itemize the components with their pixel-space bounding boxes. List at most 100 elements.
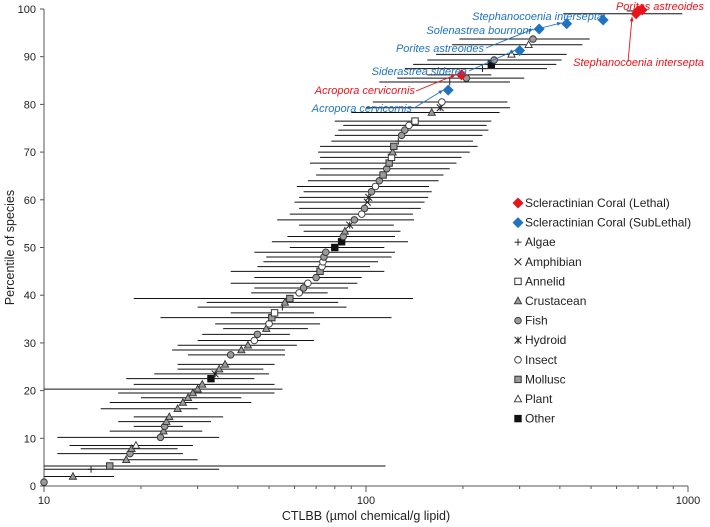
- species-point: [183, 393, 193, 402]
- marker-shape: [131, 440, 141, 449]
- y-axis-title: Percentile of species: [3, 190, 17, 305]
- coral-sublethal-point: [561, 18, 573, 30]
- legend-label: Plant: [525, 392, 553, 406]
- marker-shape: [405, 121, 413, 130]
- coral-label-arrowhead: [528, 28, 534, 33]
- species-point: [363, 198, 372, 206]
- marker-shape: [514, 316, 522, 325]
- species-point: [295, 289, 303, 297]
- coral-label-arrowhead: [509, 50, 515, 55]
- x-axis-title: CTLBB (µmol chemical/g lipid): [282, 509, 450, 523]
- species-point: [131, 440, 141, 449]
- species-point: [214, 364, 224, 373]
- species-point: [397, 131, 406, 140]
- marker-shape: [159, 426, 168, 435]
- legend-marker: [514, 258, 522, 266]
- coral-label-arrowhead: [450, 74, 456, 79]
- legend-marker: [513, 394, 523, 403]
- coral-label-arrow: [468, 50, 515, 72]
- coral-label-arrow: [532, 22, 562, 31]
- species-point: [173, 403, 182, 412]
- species-point: [188, 388, 198, 397]
- species-point: [360, 204, 369, 213]
- coral-lethal-point: [636, 4, 648, 16]
- marker-shape: [220, 359, 230, 368]
- species-point: [106, 462, 114, 470]
- marker-shape: [236, 345, 246, 354]
- coral-label: Porites astreoides: [396, 43, 485, 55]
- species-point: [479, 65, 486, 73]
- coral-lethal-point: [456, 69, 468, 81]
- marker-shape: [375, 176, 384, 185]
- species-point: [40, 478, 48, 486]
- x-tick-label: 100: [357, 495, 375, 507]
- species-point: [220, 359, 230, 368]
- coral-label-arrowhead: [438, 90, 444, 95]
- species-point: [197, 379, 207, 388]
- marker-shape: [322, 248, 330, 257]
- species-point: [261, 323, 271, 332]
- coral-labels: Porites astreoides Stephanocoenia interse…: [311, 1, 705, 115]
- marker-shape: [524, 40, 534, 49]
- species-point: [236, 345, 246, 354]
- marker-shape: [193, 384, 202, 393]
- legend-marker: [514, 375, 522, 384]
- marker-shape: [226, 351, 235, 359]
- legend-marker: [513, 296, 523, 305]
- marker-shape: [178, 397, 188, 406]
- marker-shape: [390, 142, 398, 151]
- species-point: [401, 126, 409, 134]
- species-point: [394, 137, 402, 145]
- legend-label: Algae: [525, 235, 556, 249]
- legend-label: Scleractinian Coral (Lethal): [525, 196, 670, 210]
- species-point: [322, 248, 330, 257]
- marker-shape: [261, 323, 271, 332]
- marker-shape: [253, 330, 262, 339]
- marker-shape: [207, 374, 215, 383]
- species-point: [312, 273, 320, 282]
- y-tick-label: 80: [24, 99, 36, 111]
- marker-shape: [106, 462, 114, 470]
- marker-shape: [183, 393, 193, 402]
- species-point: [253, 330, 262, 339]
- coral-label-arrow: [485, 28, 534, 49]
- marker-shape: [371, 182, 380, 191]
- marker-shape: [401, 126, 409, 134]
- marker-shape: [514, 356, 522, 364]
- marker-shape: [411, 117, 419, 125]
- y-tick-label: 70: [24, 147, 36, 159]
- species-point: [159, 426, 168, 435]
- coral-label-arrow: [415, 74, 456, 92]
- marker-shape: [514, 44, 526, 56]
- species-point: [304, 279, 312, 288]
- species-point: [250, 336, 259, 345]
- species-point: [162, 416, 171, 425]
- coral-sublethal-point: [533, 23, 545, 35]
- marker-shape: [156, 433, 165, 442]
- species-point: [529, 35, 537, 43]
- marker-shape: [350, 216, 359, 224]
- species-point: [371, 182, 380, 191]
- x-tick-label: 1000: [676, 495, 700, 507]
- species-point: [178, 397, 188, 406]
- coral-label: Stephanocoenia intersepta: [573, 57, 704, 69]
- species-point: [388, 147, 398, 156]
- legend-label: Scleractinian Coral (SubLethal): [525, 216, 691, 230]
- marker-shape: [427, 107, 437, 116]
- legend-label: Amphibian: [525, 255, 582, 269]
- coral-label: Stephanocoenia intersepta: [472, 11, 603, 23]
- coral-markers: [442, 4, 648, 96]
- marker-shape: [250, 336, 259, 345]
- coral-sublethal-point: [597, 14, 609, 26]
- coral-label: Acropora cervicornis: [314, 85, 416, 97]
- species-point: [164, 412, 174, 421]
- marker-shape: [121, 455, 131, 464]
- marker-shape: [514, 414, 522, 423]
- marker-shape: [162, 416, 171, 425]
- coral-label: Porites astreoides: [616, 1, 705, 13]
- species-point: [207, 374, 215, 383]
- marker-shape: [265, 320, 273, 328]
- marker-shape: [340, 226, 350, 235]
- marker-shape: [360, 204, 369, 213]
- legend-marker: [514, 316, 522, 325]
